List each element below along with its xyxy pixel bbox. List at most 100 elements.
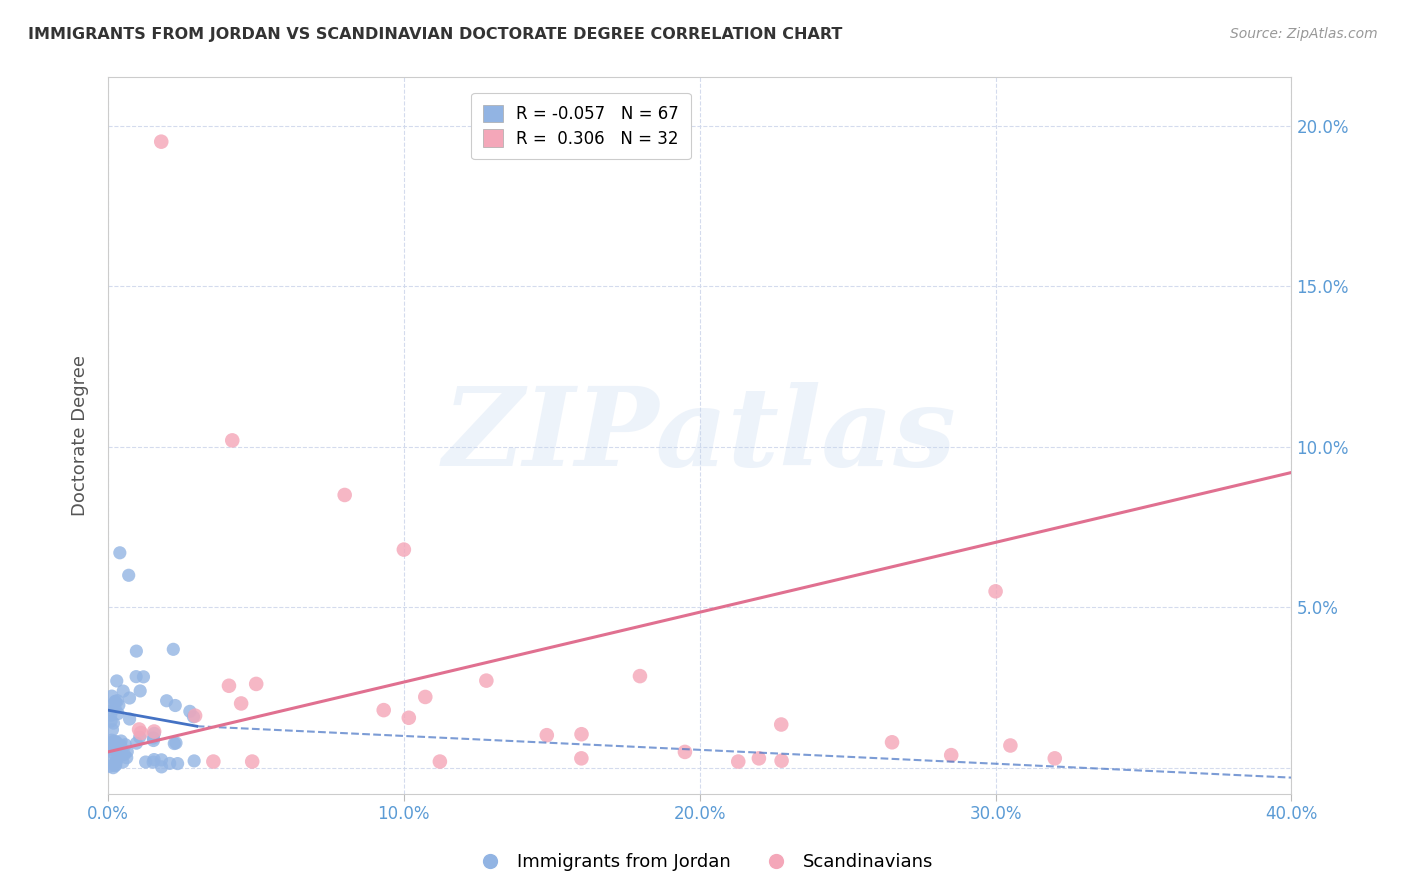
Point (125, 670, 148, 684)
Point (103, 735, 125, 749)
Text: Source: ZipAtlas.com: Source: ZipAtlas.com (1230, 27, 1378, 41)
Point (159, 756, 181, 771)
Point (125, 644, 148, 658)
Point (125, 736, 148, 750)
Point (111, 755, 134, 769)
Point (100, 708, 122, 723)
Point (103, 716, 125, 731)
Point (163, 737, 186, 751)
Point (221, 434, 243, 448)
Point (569, 751, 592, 765)
Text: IMMIGRANTS FROM JORDAN VS SCANDINAVIAN DOCTORATE DEGREE CORRELATION CHART: IMMIGRANTS FROM JORDAN VS SCANDINAVIAN D… (28, 27, 842, 42)
Point (105, 755, 128, 769)
Point (118, 568, 141, 582)
Point (103, 746, 125, 760)
Point (179, 704, 201, 718)
Legend: R = -0.057   N = 67, R =  0.306   N = 32: R = -0.057 N = 67, R = 0.306 N = 32 (471, 93, 690, 160)
Point (104, 755, 127, 769)
Point (727, 755, 749, 769)
Point (880, 735, 903, 749)
Point (770, 717, 793, 731)
Point (150, 135, 173, 149)
Point (142, 733, 165, 747)
Point (108, 546, 131, 560)
Point (101, 689, 124, 703)
Point (104, 734, 127, 748)
Point (1000, 739, 1022, 753)
Point (110, 743, 132, 757)
Point (202, 755, 225, 769)
Point (98, 759, 121, 773)
Point (333, 488, 356, 502)
Point (104, 694, 127, 708)
Point (142, 755, 165, 769)
Point (103, 742, 125, 756)
Point (142, 731, 165, 745)
Point (165, 736, 187, 750)
Point (104, 694, 127, 708)
Point (770, 754, 793, 768)
Point (413, 690, 436, 704)
Point (114, 738, 136, 752)
Point (984, 584, 1007, 599)
Point (150, 753, 173, 767)
Point (97, 753, 120, 767)
Point (97, 735, 120, 749)
Point (536, 728, 558, 742)
Point (392, 542, 415, 557)
Point (429, 755, 451, 769)
Point (941, 748, 963, 763)
Point (129, 684, 152, 698)
Point (118, 712, 141, 726)
Point (117, 745, 139, 759)
Y-axis label: Doctorate Degree: Doctorate Degree (72, 355, 89, 516)
Point (143, 724, 166, 739)
Point (183, 754, 205, 768)
Point (100, 698, 122, 713)
Point (373, 703, 395, 717)
Point (104, 758, 127, 772)
Point (231, 697, 253, 711)
Point (135, 755, 157, 769)
Point (748, 751, 770, 765)
Point (475, 673, 498, 688)
Point (101, 739, 124, 753)
Point (105, 694, 128, 708)
Point (245, 677, 267, 691)
Point (97, 705, 120, 719)
Point (101, 723, 124, 737)
Point (143, 753, 166, 767)
Point (628, 669, 651, 683)
Point (108, 698, 131, 712)
Point (150, 760, 173, 774)
Point (166, 756, 188, 771)
Point (162, 642, 184, 657)
Point (105, 673, 128, 688)
Point (240, 755, 263, 769)
Point (571, 727, 593, 741)
Point (100, 714, 122, 728)
Point (132, 670, 155, 684)
Point (112, 747, 135, 762)
Point (1043, 751, 1066, 765)
Point (156, 694, 179, 708)
Point (110, 734, 132, 748)
Point (105, 735, 128, 749)
Point (673, 745, 696, 759)
Point (165, 698, 187, 713)
Point (110, 738, 132, 752)
Point (398, 711, 420, 725)
Point (104, 701, 127, 715)
Point (128, 730, 150, 744)
Point (143, 726, 166, 740)
Point (118, 691, 141, 706)
Text: ZIPatlas: ZIPatlas (443, 382, 956, 490)
Point (128, 723, 150, 737)
Point (184, 708, 207, 723)
Legend: Immigrants from Jordan, Scandinavians: Immigrants from Jordan, Scandinavians (465, 847, 941, 879)
Point (115, 750, 138, 764)
Point (129, 726, 152, 740)
Point (105, 746, 128, 760)
Point (183, 710, 205, 724)
Point (218, 679, 240, 693)
